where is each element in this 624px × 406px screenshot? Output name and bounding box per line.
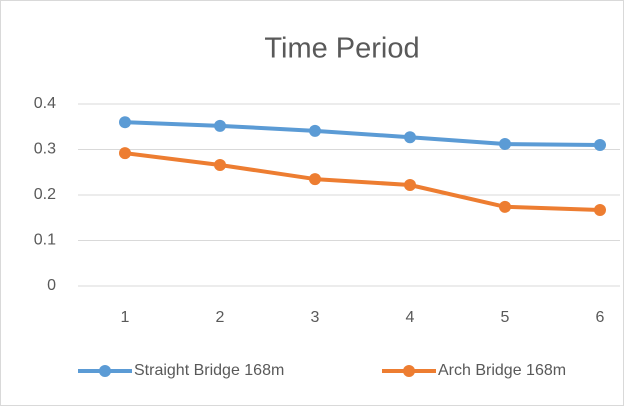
data-point xyxy=(594,204,606,217)
y-tick-label: 0.1 xyxy=(34,232,56,249)
y-tick-label: 0 xyxy=(47,277,56,294)
data-point xyxy=(499,138,511,151)
legend-marker xyxy=(403,365,415,377)
data-point xyxy=(309,124,321,137)
data-point xyxy=(309,173,321,186)
y-tick-label: 0.4 xyxy=(34,95,56,112)
x-tick-label: 3 xyxy=(311,309,320,326)
x-tick-label: 1 xyxy=(121,309,130,326)
legend-label: Straight Bridge 168m xyxy=(134,362,284,379)
y-tick-label: 0.2 xyxy=(34,186,56,203)
data-point xyxy=(404,178,416,191)
series-line xyxy=(124,120,601,147)
series-line xyxy=(124,151,601,213)
chart-title: Time Period xyxy=(264,33,419,65)
data-point xyxy=(214,119,226,132)
x-tick-label: 6 xyxy=(596,309,605,326)
data-point xyxy=(119,147,131,160)
legend-marker xyxy=(99,365,111,377)
data-point xyxy=(594,138,606,151)
x-tick-label: 4 xyxy=(406,309,415,326)
data-point xyxy=(119,116,131,129)
legend-label: Arch Bridge 168m xyxy=(438,362,566,379)
data-point xyxy=(404,131,416,144)
x-tick-label: 2 xyxy=(216,309,225,326)
data-point xyxy=(214,158,226,171)
data-point xyxy=(499,200,511,213)
y-tick-label: 0.3 xyxy=(34,141,56,158)
x-tick-label: 5 xyxy=(501,309,510,326)
